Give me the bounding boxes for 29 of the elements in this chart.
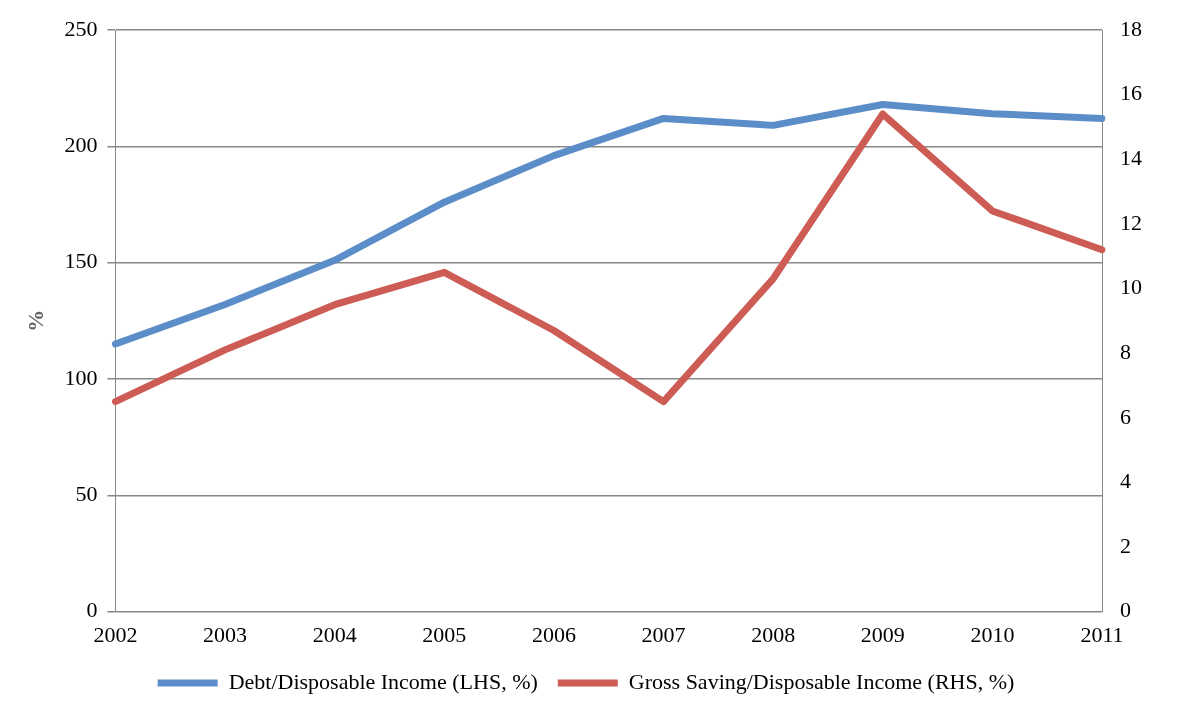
y2-tick-label: 18 (1120, 15, 1142, 41)
legend-label: Debt/Disposable Income (LHS, %) (228, 668, 538, 694)
y2-tick-label: 12 (1120, 209, 1142, 235)
x-tick-label: 2010 (970, 621, 1015, 647)
y-tick-label: 200 (64, 132, 98, 158)
x-tick-label: 2004 (312, 621, 357, 647)
x-tick-label: 2009 (860, 621, 905, 647)
y-tick-label: 150 (64, 248, 98, 274)
x-tick-label: 2002 (93, 621, 138, 647)
y2-tick-label: 8 (1120, 338, 1131, 364)
y2-tick-label: 6 (1120, 403, 1131, 429)
legend-label: Gross Saving/Disposable Income (RHS, %) (628, 668, 1015, 694)
y2-tick-label: 0 (1120, 597, 1131, 623)
x-tick-label: 2006 (531, 621, 576, 647)
y-tick-label: 100 (64, 364, 98, 390)
x-tick-label: 2007 (641, 621, 686, 647)
x-tick-label: 2005 (422, 621, 467, 647)
y2-tick-label: 10 (1120, 274, 1142, 300)
x-tick-label: 2008 (751, 621, 796, 647)
y-axis-title: % (22, 309, 48, 332)
y2-tick-label: 2 (1120, 532, 1131, 558)
y2-tick-label: 16 (1120, 80, 1142, 106)
y-tick-label: 0 (86, 597, 98, 623)
y-tick-label: 50 (75, 481, 98, 507)
y-tick-label: 250 (64, 15, 98, 41)
y2-tick-label: 14 (1120, 145, 1142, 171)
y2-tick-label: 4 (1120, 468, 1131, 494)
x-tick-label: 2011 (1080, 621, 1124, 647)
x-tick-label: 2003 (203, 621, 248, 647)
